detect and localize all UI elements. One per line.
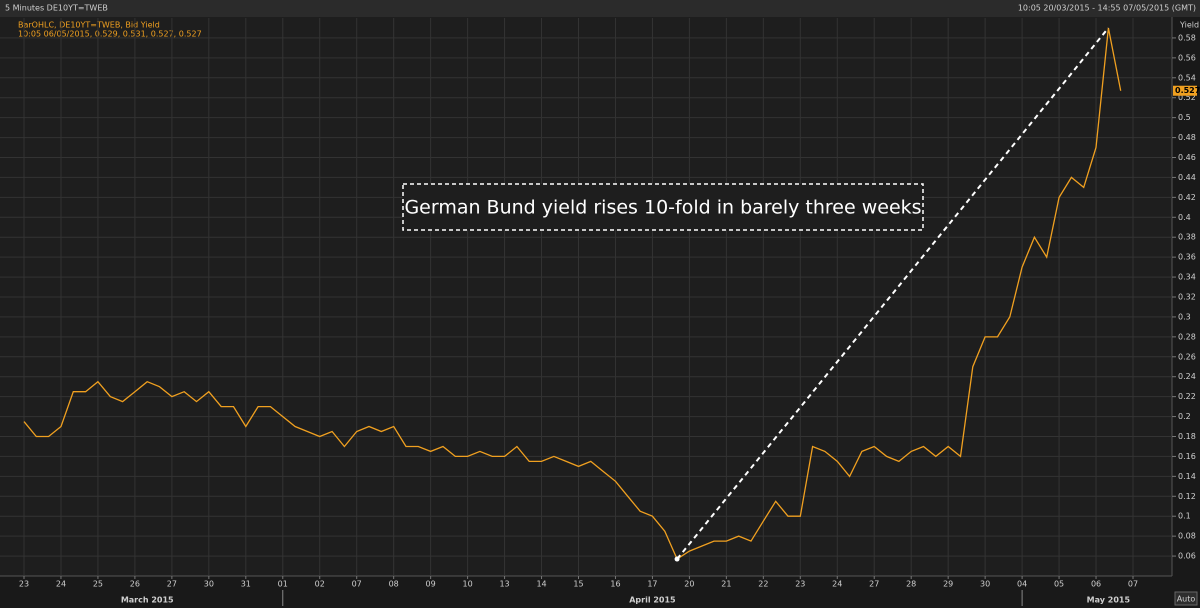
y-tick-label: 0.54 xyxy=(1178,73,1196,82)
header-bar xyxy=(0,0,1200,17)
x-tick-label: 02 xyxy=(315,580,325,589)
y-tick-label: 0.58 xyxy=(1178,33,1196,42)
y-tick-label: 0.16 xyxy=(1178,452,1196,461)
y-tick-label: 0.38 xyxy=(1178,233,1196,242)
y-tick-label: 0.48 xyxy=(1178,133,1196,142)
y-tick-label: 0.5 xyxy=(1178,113,1191,122)
x-tick-label: 17 xyxy=(647,580,657,589)
y-tick-label: 0.28 xyxy=(1178,332,1196,341)
y-tick-label: 0.18 xyxy=(1178,432,1196,441)
y-tick-label: 0.36 xyxy=(1178,253,1196,262)
month-label: May 2015 xyxy=(1087,596,1131,605)
x-tick-label: 23 xyxy=(19,580,29,589)
y-tick-label: 0.22 xyxy=(1178,392,1196,401)
yield-line xyxy=(23,27,1122,561)
x-tick-label: 24 xyxy=(832,580,842,589)
x-tick-label: 10 xyxy=(463,580,473,589)
x-tick-label: 07 xyxy=(1128,580,1138,589)
x-tick-label: 22 xyxy=(758,580,768,589)
month-label: April 2015 xyxy=(629,596,676,605)
x-tick-label: 04 xyxy=(1017,580,1027,589)
y-tick-label: 0.1 xyxy=(1178,512,1191,521)
y-tick-label: 0.24 xyxy=(1178,372,1196,381)
y-axis-band xyxy=(1172,17,1200,608)
x-tick-label: 13 xyxy=(499,580,509,589)
x-tick-label: 14 xyxy=(536,580,546,589)
time-range: 10:05 20/03/2015 - 14:55 07/05/2015 (GMT… xyxy=(1018,4,1196,13)
x-tick-label: 21 xyxy=(721,580,731,589)
header-title: 5 Minutes DE10YT=TWEB xyxy=(5,4,108,13)
trend-start xyxy=(674,556,680,562)
x-tick-label: 30 xyxy=(204,580,214,589)
x-tick-label: 15 xyxy=(573,580,583,589)
y-tick-label: 0.4 xyxy=(1178,213,1191,222)
annotation: German Bund yield rises 10-fold in barel… xyxy=(404,197,921,219)
y-tick-label: 0.52 xyxy=(1178,93,1196,102)
y-tick-label: 0.56 xyxy=(1178,53,1196,62)
y-tick-label: 0.46 xyxy=(1178,153,1196,162)
x-tick-label: 08 xyxy=(389,580,399,589)
y-tick-label: 0.44 xyxy=(1178,173,1196,182)
x-tick-label: 27 xyxy=(869,580,879,589)
x-axis-band xyxy=(0,576,1172,608)
x-tick-label: 20 xyxy=(684,580,694,589)
legend-line: BarOHLC, DE10YT=TWEB, Bid Yield xyxy=(18,21,160,30)
trend-line xyxy=(676,27,1110,560)
y-tick-label: 0.08 xyxy=(1178,532,1196,541)
y-tick-label: 0.32 xyxy=(1178,292,1196,301)
y-tick-label: 0.42 xyxy=(1178,193,1196,202)
last-value-label: 0.527 xyxy=(1175,86,1200,95)
annotation-box xyxy=(402,183,924,231)
y-tick-label: 0.3 xyxy=(1178,312,1191,321)
x-tick-label: 28 xyxy=(906,580,916,589)
y-axis-label: Yield xyxy=(1179,21,1199,30)
x-tick-label: 30 xyxy=(980,580,990,589)
legend-line: 10:05 06/05/2015, 0.529, 0.531, 0.527, 0… xyxy=(18,30,202,39)
x-tick-label: 23 xyxy=(795,580,805,589)
x-tick-label: 16 xyxy=(610,580,620,589)
month-label: March 2015 xyxy=(121,596,174,605)
x-tick-label: 09 xyxy=(426,580,436,589)
y-tick-label: 0.14 xyxy=(1178,472,1196,481)
x-tick-label: 01 xyxy=(278,580,288,589)
auto-button-label[interactable]: Auto xyxy=(1177,595,1196,604)
x-tick-label: 07 xyxy=(352,580,362,589)
plot-area xyxy=(0,18,1172,575)
y-tick-label: 0.2 xyxy=(1178,412,1191,421)
x-tick-label: 29 xyxy=(943,580,953,589)
last-value-badge xyxy=(1173,85,1197,96)
x-tick-label: 31 xyxy=(241,580,251,589)
x-tick-label: 24 xyxy=(56,580,66,589)
y-tick-label: 0.12 xyxy=(1178,492,1196,501)
y-tick-label: 0.34 xyxy=(1178,273,1196,282)
x-tick-label: 25 xyxy=(93,580,103,589)
x-tick-label: 06 xyxy=(1091,580,1101,589)
auto-button[interactable] xyxy=(1174,591,1198,606)
y-tick-label: 0.06 xyxy=(1178,552,1196,561)
x-tick-label: 26 xyxy=(130,580,140,589)
x-tick-label: 05 xyxy=(1054,580,1064,589)
x-tick-label: 27 xyxy=(167,580,177,589)
y-tick-label: 0.26 xyxy=(1178,352,1196,361)
